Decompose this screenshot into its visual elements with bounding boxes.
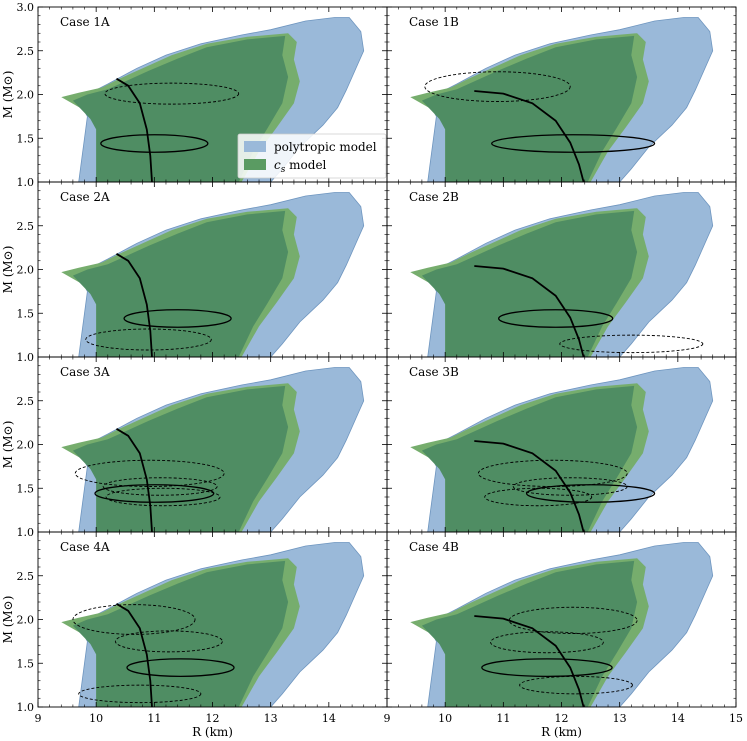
mass-radius-curve [116,428,153,532]
y-tick-label: 1.0 [17,526,35,539]
x-tick-label: 13 [264,712,278,725]
panel-case-3a: Case 3A [37,356,388,533]
dashed-error-ellipse [424,71,571,102]
solid-error-ellipse [123,309,232,328]
y-tick-label: 1.0 [17,176,35,189]
legend-swatch [244,141,266,152]
x-tick-label: 11 [496,712,510,725]
y-tick-label: 3.0 [17,1,35,14]
cs-model-region-inner [421,210,638,357]
mass-radius-curve [116,253,153,357]
legend-label: cs model [274,158,327,175]
y-tick-label: 2.5 [17,570,35,583]
cs-model-region-inner [72,35,289,182]
y-axis-title: M (M⊙) [1,71,15,119]
dashed-error-ellipse [519,675,633,695]
dashed-error-ellipse [114,630,223,653]
x-axis-title: R (km) [192,725,233,739]
dashed-error-ellipse [508,606,638,634]
x-tick-label: 10 [89,712,103,725]
dashed-error-ellipse [484,487,593,507]
x-tick-label: 14 [671,712,685,725]
cs-model-region-inner [421,35,638,182]
mass-radius-curve [474,615,585,707]
y-tick-label: 1.0 [17,351,35,364]
legend: polytropic model cs model [237,133,387,179]
solid-error-ellipse [525,484,656,503]
x-tick-label: 10 [438,712,452,725]
solid-error-ellipse [100,134,209,153]
mass-radius-curve [116,603,153,707]
y-tick-label: 2.0 [17,264,35,277]
panel-case-1a: Case 1A polytropic model cs model [37,6,388,183]
panel-case-4b: Case 4B [386,531,737,708]
case-label: Case 1A [60,15,110,29]
cs-model-region-inner [72,385,289,532]
y-tick-label: 1.5 [17,132,35,145]
y-tick-label: 2.0 [17,614,35,627]
panel-case-3b: Case 3B [386,356,737,533]
legend-box [237,133,387,179]
dashed-error-ellipse [490,631,604,654]
dashed-error-ellipse [78,684,202,704]
x-tick-label: 15 [729,712,743,725]
panel-case-4a: Case 4A [37,531,388,708]
case-label: Case 4B [409,540,459,554]
case-label: Case 2A [60,190,110,204]
y-tick-label: 2.0 [17,89,35,102]
y-tick-label: 1.0 [17,701,35,714]
solid-error-ellipse [498,309,614,328]
cs-model-region-inner [72,560,289,707]
x-tick-label: 12 [206,712,220,725]
x-tick-label: 11 [147,712,161,725]
panel-case-1b: Case 1B [386,6,737,183]
panel-case-2a: Case 2A [37,181,388,358]
case-label: Case 3A [60,365,110,379]
y-axis-title: M (M⊙) [1,596,15,644]
cs-model-region-inner [421,560,638,707]
dashed-error-ellipse [85,328,212,351]
dashed-error-ellipse [72,604,196,635]
y-tick-label: 1.5 [17,307,35,320]
cs-model-region-inner [72,210,289,357]
x-tick-label: 12 [555,712,569,725]
y-axis-title: M (M⊙) [1,421,15,469]
y-tick-label: 1.5 [17,657,35,670]
solid-error-ellipse [94,484,215,503]
mass-radius-curve [116,77,153,182]
mass-radius-curve [474,90,585,182]
solid-error-ellipse [126,658,235,678]
y-axis-title: M (M⊙) [1,246,15,294]
x-tick-label: 9 [35,712,42,725]
dashed-error-ellipse [102,477,218,496]
mass-radius-curve [474,265,585,357]
panel-case-2b: Case 2B [386,181,737,358]
case-label: Case 4A [60,540,110,554]
solid-error-ellipse [481,658,613,678]
case-label: Case 1B [409,15,459,29]
case-label: Case 3B [409,365,459,379]
legend-label: polytropic model [274,140,377,154]
legend-swatch [244,159,266,170]
x-tick-label: 13 [613,712,627,725]
x-axis-title: R (km) [541,725,582,739]
case-label: Case 2B [409,190,459,204]
dashed-error-ellipse [104,82,240,105]
x-tick-label: 9 [384,712,391,725]
y-tick-label: 2.5 [17,220,35,233]
solid-error-ellipse [491,134,656,153]
y-tick-label: 2.5 [17,395,35,408]
x-tick-label: 14 [322,712,336,725]
dashed-error-ellipse [559,334,704,354]
y-tick-label: 1.5 [17,482,35,495]
dashed-error-ellipse [74,459,225,487]
cs-model-region-inner [421,385,638,532]
mass-radius-curve [474,440,585,532]
dashed-error-ellipse [105,487,221,507]
y-tick-label: 2.5 [17,45,35,58]
y-tick-label: 2.0 [17,439,35,452]
